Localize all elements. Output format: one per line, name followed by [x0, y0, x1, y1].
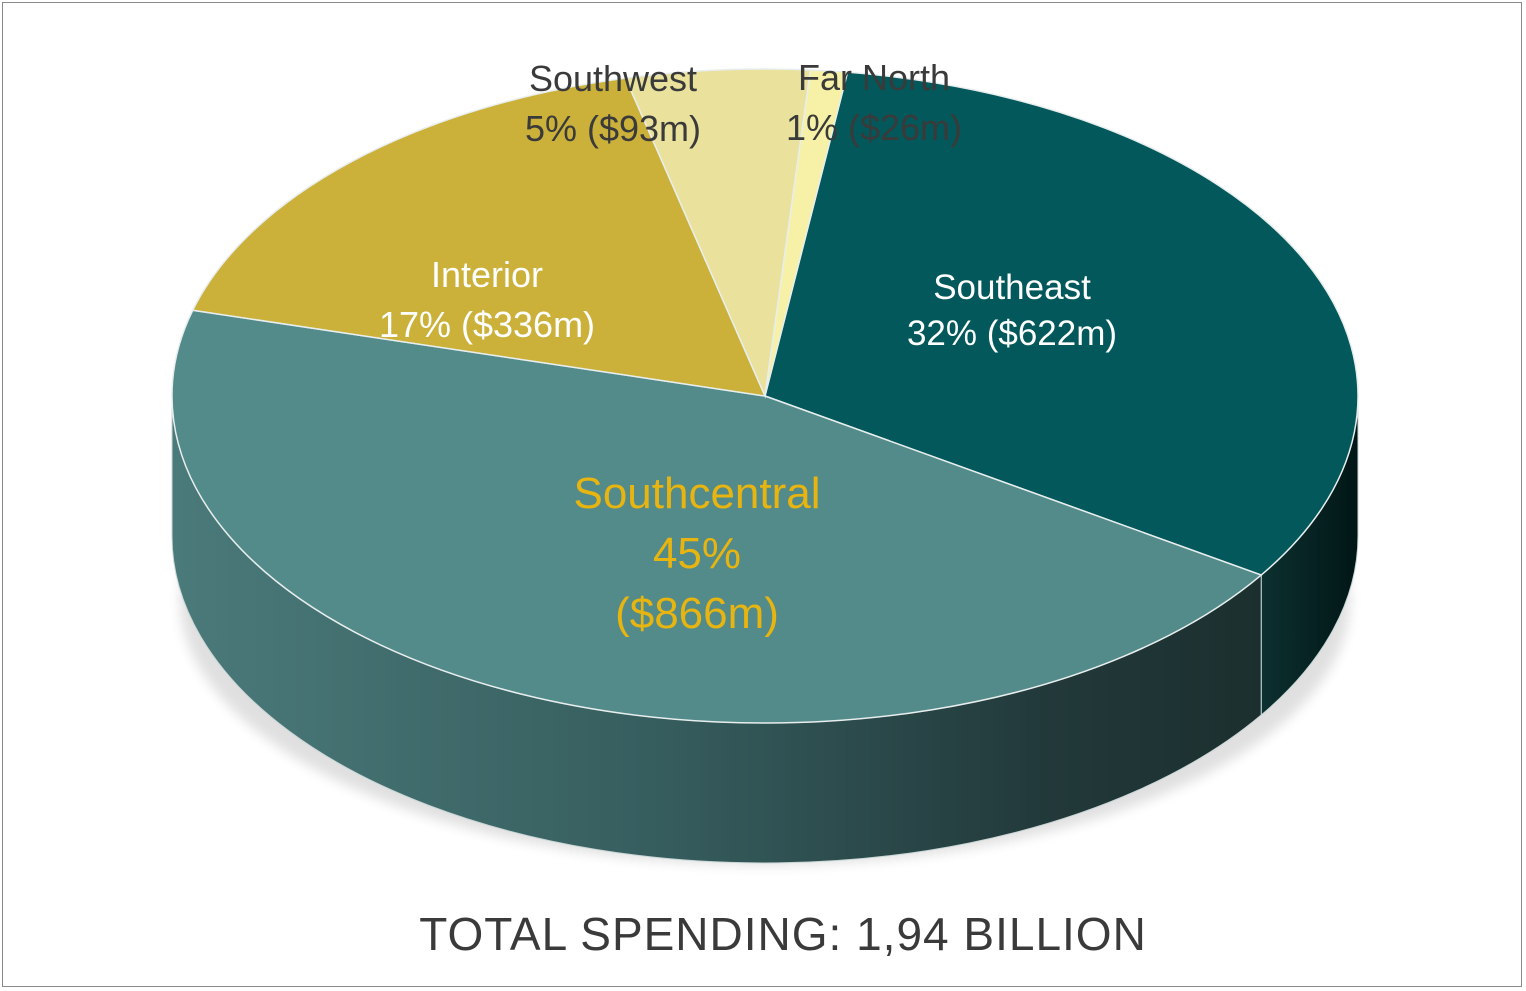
slice-label-southwest-line-2: 5% ($93m) [525, 108, 701, 149]
slice-label-southeast-line-1: Southeast [933, 268, 1091, 307]
slice-label-southcentral-line-2: 45% [653, 529, 741, 578]
slice-southwest [624, 68, 812, 399]
slice-label-southcentral-line-1: Southcentral [573, 469, 820, 518]
slice-labels: Southeast 32% ($622m) Southcentral 45% ($866… [379, 57, 1117, 638]
slice-label-interior-line-1: Interior [431, 254, 543, 295]
chart-title: TOTAL SPENDING: 1,94 BILLION [419, 908, 1147, 960]
slice-label-far-north-line-2: 1% ($26m) [786, 107, 962, 148]
slice-label-southwest-line-1: Southwest [529, 58, 697, 99]
slice-label-far-north-line-1: Far North [798, 57, 950, 98]
slice-label-southeast-line-2: 32% ($622m) [907, 314, 1117, 353]
slice-interior [191, 77, 767, 397]
slice-label-southcentral-line-3: ($866m) [615, 589, 779, 638]
pie-top-layer [171, 68, 1359, 724]
slice-far-north [764, 69, 849, 397]
slice-southcentral [171, 309, 1263, 724]
slice-label-interior-line-2: 17% ($336m) [379, 304, 595, 345]
